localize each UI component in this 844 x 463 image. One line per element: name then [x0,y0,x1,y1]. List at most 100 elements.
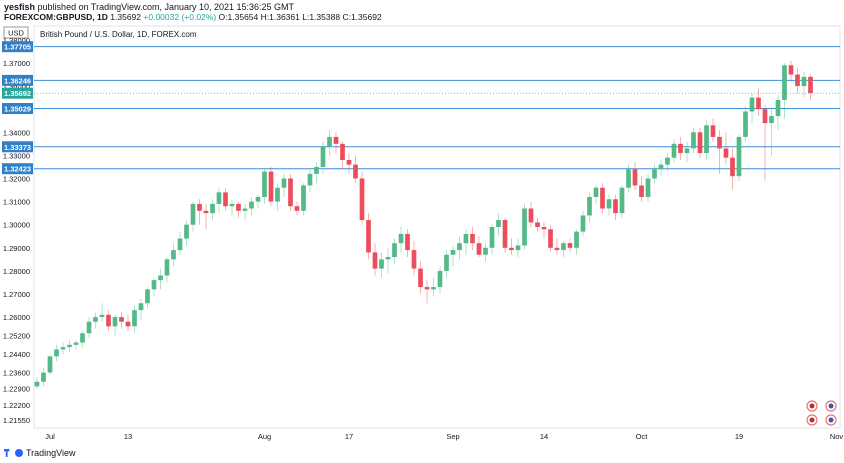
candle-body[interactable] [606,199,612,209]
candle-body[interactable] [444,254,449,271]
candle-body[interactable] [762,109,768,124]
candle-body[interactable] [613,199,618,214]
candle-body[interactable] [418,268,423,288]
candle-body[interactable] [73,342,79,345]
candle-body[interactable] [41,372,46,382]
candle-body[interactable] [54,349,59,357]
candle-body[interactable] [717,136,722,149]
candle-body[interactable] [268,171,274,202]
candle-body[interactable] [476,243,482,255]
candle-body[interactable] [346,160,352,165]
candle-body[interactable] [431,287,436,290]
candle-body[interactable] [489,227,495,248]
candle-body[interactable] [262,171,267,197]
candle-body[interactable] [288,178,293,207]
candle-body[interactable] [125,321,131,327]
candle-body[interactable] [255,196,261,202]
candle-body[interactable] [749,97,755,112]
candle-body[interactable] [736,136,742,177]
candle-body[interactable] [275,187,280,202]
candle-body[interactable] [580,215,586,232]
candle-body[interactable] [652,169,657,179]
plot-area[interactable] [33,25,841,429]
candle-body[interactable] [645,178,651,197]
candle-body[interactable] [535,222,540,227]
candle-body[interactable] [340,143,345,160]
candle-body[interactable] [236,203,241,211]
candle-body[interactable] [119,317,124,322]
candle-body[interactable] [411,250,417,269]
candle-body[interactable] [190,203,196,225]
candle-body[interactable] [301,185,306,211]
candle-body[interactable] [216,192,222,204]
candle-body[interactable] [671,143,677,158]
candle-body[interactable] [587,196,592,216]
candle-body[interactable] [86,321,92,334]
candle-body[interactable] [47,356,53,373]
candle-body[interactable] [327,136,332,147]
candle-body[interactable] [710,125,716,137]
candle-body[interactable] [593,187,599,197]
candle-body[interactable] [158,275,163,281]
candle-body[interactable] [210,203,215,214]
candle-body[interactable] [314,166,319,174]
tradingview-footer[interactable]: TradingView [4,448,76,458]
candle-body[interactable] [665,157,670,165]
candle-body[interactable] [463,233,469,244]
candle-body[interactable] [704,125,709,154]
candle-body[interactable] [548,229,553,248]
candle-body[interactable] [756,97,761,110]
candle-body[interactable] [730,157,735,177]
candle-body[interactable] [171,250,176,260]
candle-body[interactable] [307,173,313,186]
candle-body[interactable] [145,289,150,304]
candle-body[interactable] [67,344,72,348]
candle-body[interactable] [203,210,209,214]
candle-body[interactable] [509,247,514,251]
candle-body[interactable] [294,206,300,211]
candle-body[interactable] [795,74,800,87]
candle-body[interactable] [496,220,501,227]
candle-body[interactable] [229,203,235,207]
candle-body[interactable] [775,99,781,117]
candle-body[interactable] [320,146,326,167]
candle-body[interactable] [249,201,254,209]
candle-body[interactable] [561,243,566,251]
candlestick-chart[interactable]: British Pound / U.S. Dollar, 1D, FOREX.c… [0,22,844,446]
candle-body[interactable] [788,65,794,75]
candle-body[interactable] [138,303,144,311]
candle-body[interactable] [600,187,605,209]
candle-body[interactable] [502,220,508,248]
candle-body[interactable] [678,143,683,154]
candle-body[interactable] [541,227,547,230]
candle-body[interactable] [457,243,462,251]
candle-body[interactable] [106,314,111,327]
candle-body[interactable] [372,252,378,269]
candle-body[interactable] [691,132,696,149]
candle-body[interactable] [177,238,183,251]
candle-body[interactable] [80,333,85,343]
candle-body[interactable] [379,259,384,269]
candle-body[interactable] [385,257,391,260]
candle-body[interactable] [522,208,527,246]
candle-body[interactable] [353,164,358,179]
candle-body[interactable] [60,347,66,350]
candle-body[interactable] [450,250,456,255]
candle-body[interactable] [801,76,807,87]
candle-body[interactable] [405,233,410,251]
candle-body[interactable] [769,116,774,124]
candle-body[interactable] [470,233,475,244]
candle-body[interactable] [99,314,105,318]
candle-body[interactable] [632,169,638,186]
symbol-label[interactable]: FOREXCOM:GBPUSD, 1D [4,12,108,22]
candle-body[interactable] [697,132,703,154]
candle-body[interactable] [619,187,625,214]
candle-body[interactable] [626,169,631,188]
candle-body[interactable] [808,76,813,93]
candle-body[interactable] [359,178,365,221]
candle-body[interactable] [242,208,248,211]
candle-body[interactable] [554,247,560,251]
candle-body[interactable] [184,224,189,239]
candle-body[interactable] [528,208,534,223]
candle-body[interactable] [782,65,787,100]
